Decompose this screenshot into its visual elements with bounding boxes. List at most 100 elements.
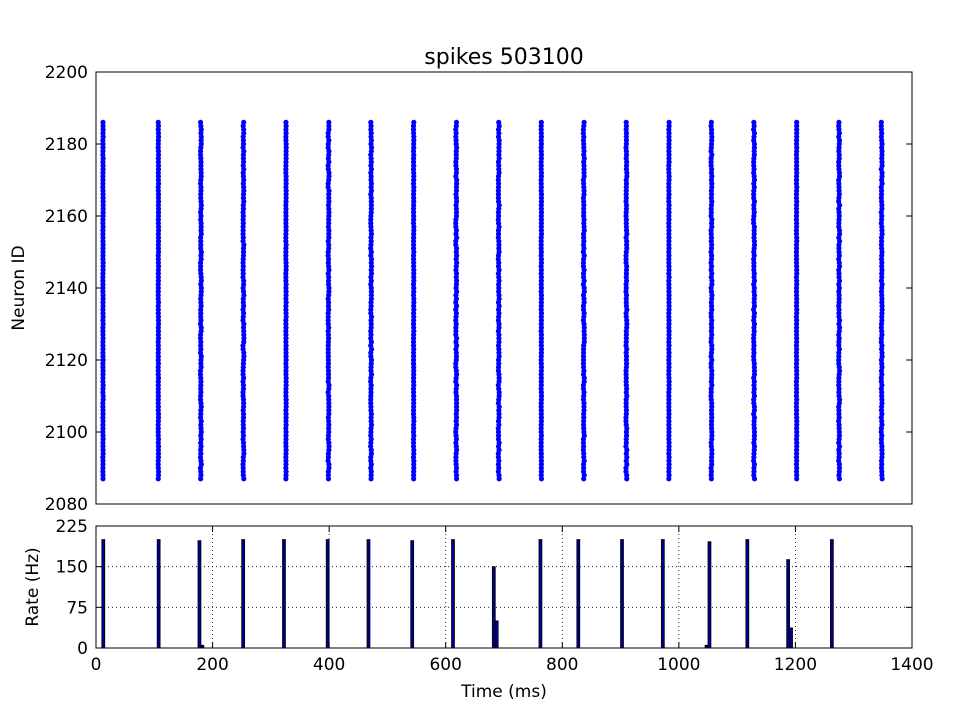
- spike-point: [666, 145, 672, 151]
- spike-point: [879, 447, 885, 453]
- spike-point: [411, 476, 417, 482]
- spike-point: [538, 242, 544, 248]
- spike-point: [581, 335, 587, 341]
- spike-point: [666, 307, 672, 313]
- spike-point: [709, 451, 715, 457]
- spike-point: [623, 260, 629, 266]
- spike-point: [623, 119, 629, 125]
- spike-point: [793, 256, 800, 262]
- spike-point: [155, 400, 161, 406]
- spike-point: [283, 371, 289, 377]
- rate-y-tick-label: 225: [56, 517, 88, 537]
- rate-x-tick-label: 200: [196, 655, 228, 675]
- spike-point: [793, 454, 800, 460]
- rate-bar: [241, 539, 246, 649]
- spike-point: [879, 393, 885, 399]
- spike-point: [326, 404, 332, 410]
- spike-point: [581, 404, 587, 410]
- spike-point: [410, 339, 417, 345]
- spike-point: [411, 199, 417, 205]
- spike-point: [666, 321, 672, 327]
- spike-point: [283, 404, 289, 410]
- spike-point: [538, 296, 544, 302]
- spike-point: [325, 472, 331, 478]
- spike-point: [623, 371, 629, 377]
- spike-point: [581, 145, 587, 151]
- spike-point: [283, 181, 289, 187]
- spike-point: [538, 163, 544, 169]
- spike-point: [155, 289, 161, 295]
- spike-point: [155, 465, 161, 471]
- spike-point: [453, 213, 460, 219]
- spike-point: [368, 400, 374, 406]
- spike-point: [623, 256, 629, 262]
- spike-point: [197, 119, 204, 125]
- spike-point: [198, 289, 204, 295]
- spike-point: [325, 134, 331, 140]
- spike-point: [793, 332, 800, 338]
- spike-point: [453, 458, 459, 464]
- spike-point: [581, 213, 587, 219]
- spike-point: [283, 220, 289, 226]
- spike-point: [708, 422, 715, 428]
- spike-point: [623, 220, 629, 226]
- spike-point: [793, 217, 800, 223]
- spike-point: [198, 166, 204, 172]
- spike-point: [100, 123, 106, 129]
- spike-point: [283, 382, 289, 388]
- spike-point: [793, 253, 800, 259]
- raster-y-tick-label: 2180: [45, 135, 88, 155]
- spike-point: [155, 397, 161, 403]
- spike-point: [411, 400, 417, 406]
- spike-point: [666, 436, 672, 442]
- spike-point: [495, 433, 502, 439]
- spike-point: [240, 141, 247, 147]
- raster-y-ticks: 2080 2100 2120 2140 2160 2180 2200: [45, 63, 912, 515]
- spike-point: [836, 314, 842, 320]
- spike-point: [283, 400, 289, 406]
- spike-point: [155, 209, 162, 215]
- spike-point: [751, 469, 757, 475]
- spike-point: [794, 148, 800, 154]
- spike-point: [100, 289, 106, 295]
- spike-point: [283, 350, 289, 356]
- spike-point: [283, 321, 289, 327]
- spike-point: [155, 278, 162, 284]
- raster-y-axis-label: Neuron ID: [9, 245, 29, 330]
- rate-bar: [538, 539, 543, 649]
- spike-point: [100, 447, 106, 453]
- rate-bar: [197, 540, 202, 649]
- spike-point: [240, 404, 247, 410]
- rate-bar: [491, 566, 496, 649]
- spike-point: [793, 141, 800, 147]
- spike-point: [453, 119, 460, 125]
- spike-point: [538, 429, 544, 435]
- spike-point: [283, 415, 289, 421]
- spike-point: [283, 436, 289, 442]
- spike-point: [283, 145, 289, 151]
- spike-point: [100, 213, 106, 219]
- spike-point: [283, 227, 289, 233]
- spike-point: [624, 476, 630, 482]
- spike-point: [538, 350, 544, 356]
- spike-point: [325, 371, 332, 377]
- spike-point: [666, 397, 672, 403]
- spike-point: [410, 235, 417, 241]
- spike-point: [794, 335, 800, 341]
- spike-point: [708, 119, 714, 125]
- spike-point: [709, 346, 715, 352]
- spike-point: [623, 191, 629, 197]
- spike-point: [368, 476, 374, 482]
- spike-point: [751, 263, 757, 269]
- spike-point: [836, 296, 842, 302]
- spike-point: [100, 148, 106, 154]
- spike-point: [751, 231, 757, 237]
- spike-point: [836, 425, 842, 431]
- rate-x-ticks: 0 200 400 600 800 1000 1200 1400: [91, 526, 934, 675]
- spike-point: [709, 281, 715, 287]
- spike-point: [836, 119, 842, 125]
- spike-point: [325, 454, 331, 460]
- spike-point: [623, 141, 629, 147]
- spike-point: [666, 119, 672, 125]
- spike-point: [100, 181, 106, 187]
